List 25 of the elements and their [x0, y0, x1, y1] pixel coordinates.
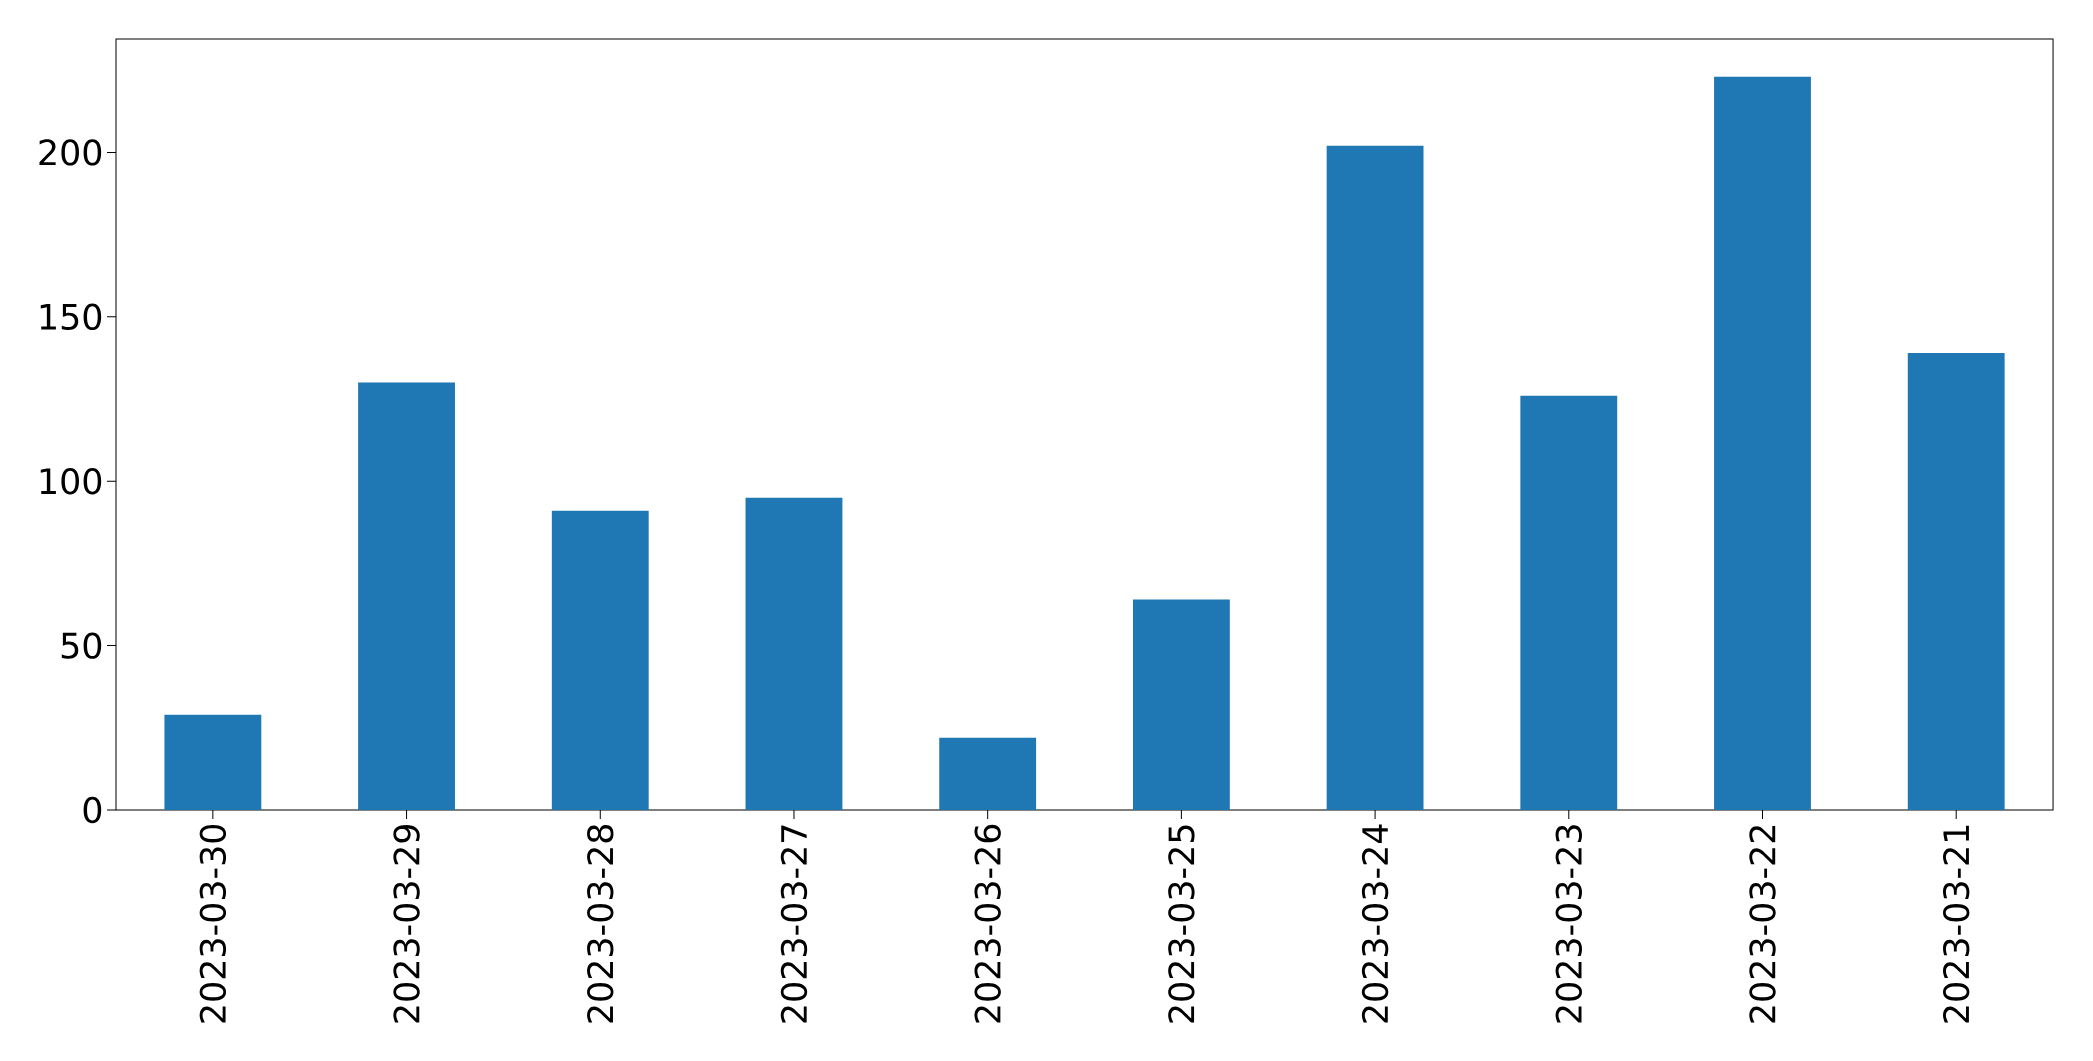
bar: [551, 510, 649, 810]
bar: [745, 497, 843, 810]
y-tick-label: 200: [39, 139, 102, 166]
x-tick-label: 2023-03-27: [780, 825, 808, 1023]
bar: [1520, 395, 1618, 810]
bar: [1907, 352, 2005, 810]
bar: [1714, 76, 1811, 810]
x-tick-label: 2023-03-22: [1749, 826, 1776, 1023]
bar: [1132, 599, 1230, 810]
bar: [164, 714, 262, 810]
bar: [1326, 145, 1424, 810]
x-tick-label: 2023-03-23: [1555, 825, 1582, 1023]
x-tick-label: 2023-03-26: [974, 824, 1001, 1023]
y-tick-label: 150: [40, 303, 102, 330]
x-tick-label: 2023-03-29: [393, 825, 420, 1023]
x-tick-label: 2023-03-24: [1361, 824, 1389, 1023]
x-tick-label: 2023-03-28: [587, 824, 614, 1023]
y-tick-label: 50: [61, 632, 102, 659]
x-tick-label: 2023-03-25: [1168, 825, 1195, 1023]
y-tick-label: 100: [40, 468, 102, 495]
bar: [358, 382, 455, 810]
x-tick-label: 2023-03-21: [1943, 825, 1970, 1023]
bar: [939, 737, 1037, 810]
y-tick-label: 0: [83, 796, 102, 824]
x-tick-label: 2023-03-30: [199, 824, 227, 1023]
